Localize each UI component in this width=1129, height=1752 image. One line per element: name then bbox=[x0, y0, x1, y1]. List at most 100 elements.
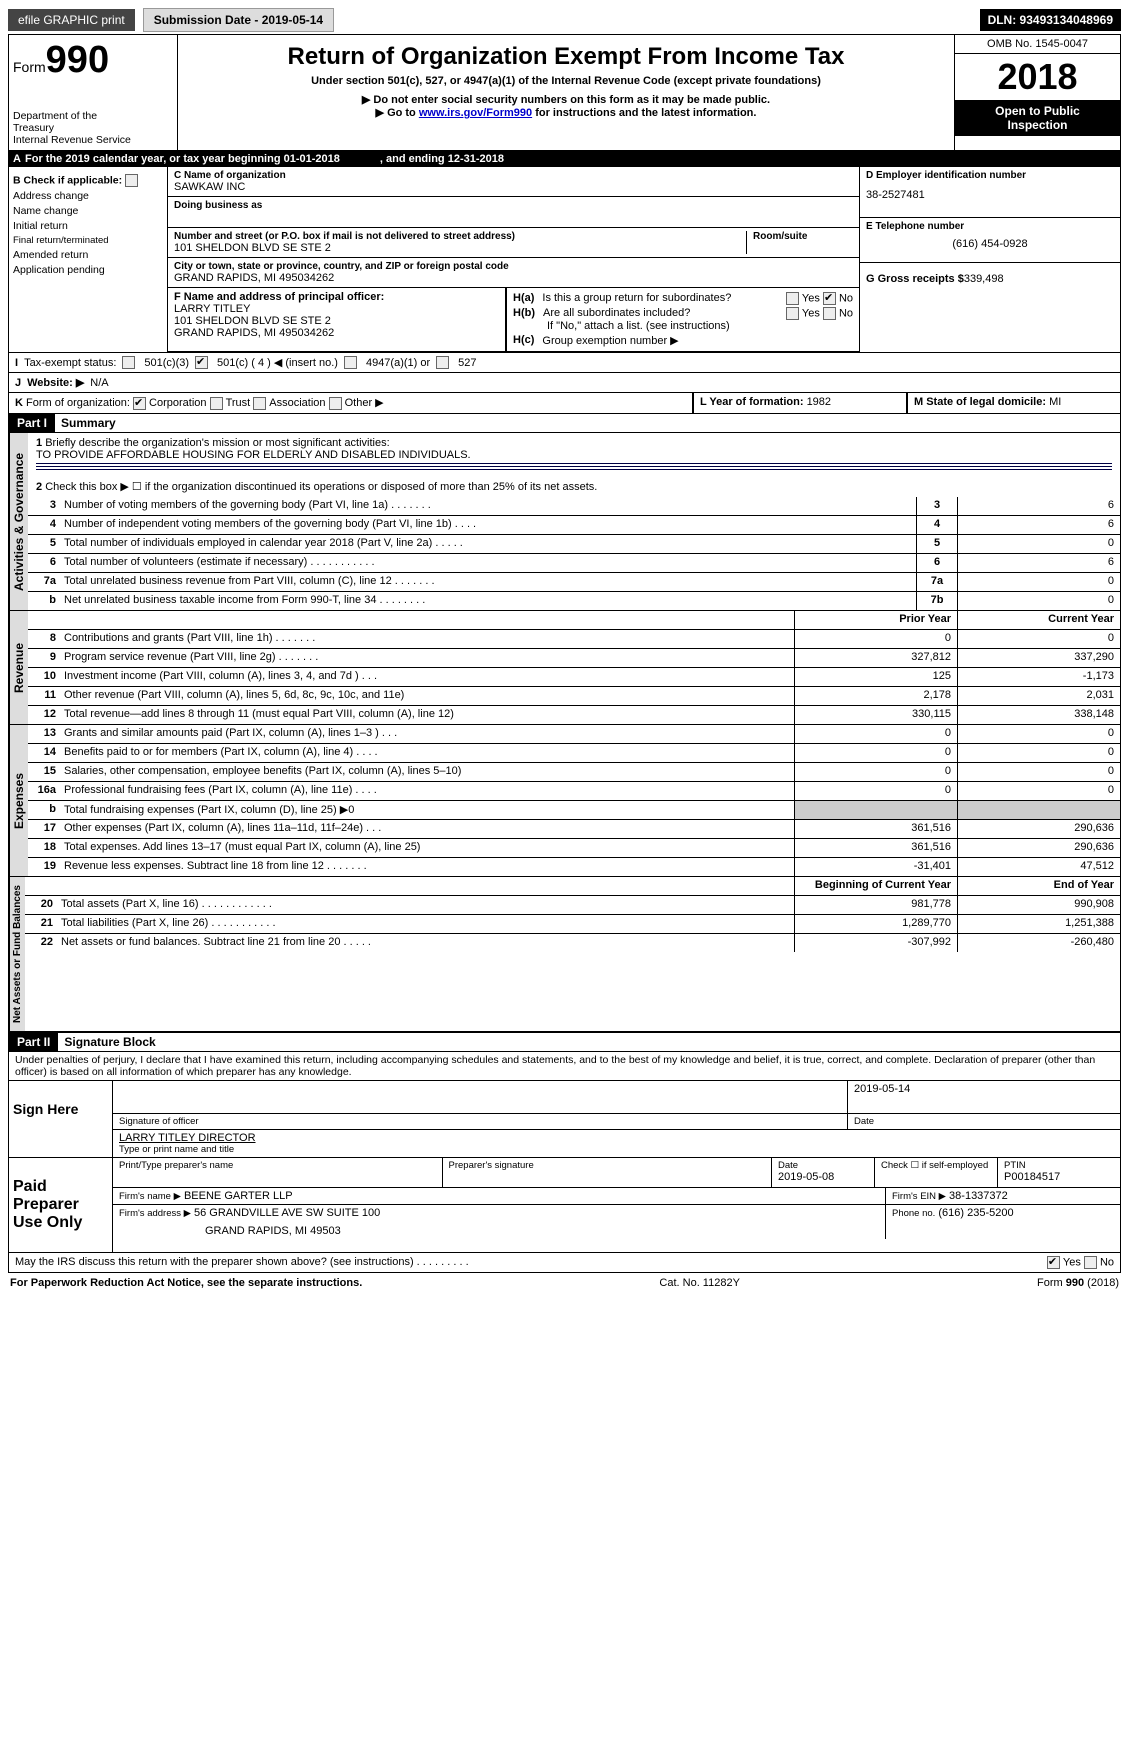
line-num: 5 bbox=[28, 535, 60, 553]
ha-yes-checkbox[interactable] bbox=[786, 292, 799, 305]
line-prior: 361,516 bbox=[794, 820, 957, 838]
column-d: D Employer identification number 38-2527… bbox=[859, 167, 1120, 352]
summary-line: 12 Total revenue—add lines 8 through 11 … bbox=[28, 706, 1120, 724]
officer-name: LARRY TITLEY bbox=[174, 303, 499, 315]
assoc-checkbox[interactable] bbox=[253, 397, 266, 410]
other-checkbox[interactable] bbox=[329, 397, 342, 410]
line-box: 7a bbox=[916, 573, 957, 591]
ptin-value: P00184517 bbox=[1004, 1171, 1114, 1183]
prep-date: 2019-05-08 bbox=[778, 1171, 868, 1183]
hb-yes-checkbox[interactable] bbox=[786, 307, 799, 320]
form-title: Return of Organization Exempt From Incom… bbox=[182, 43, 950, 71]
ha-no: No bbox=[839, 292, 853, 304]
form-990-number: 990 bbox=[46, 39, 109, 81]
line-desc: Contributions and grants (Part VIII, lin… bbox=[60, 630, 794, 648]
line-val: 6 bbox=[957, 516, 1120, 534]
line-num: 14 bbox=[28, 744, 60, 762]
footer-mid: Cat. No. 11282Y bbox=[659, 1277, 740, 1289]
hb-no-checkbox[interactable] bbox=[823, 307, 836, 320]
goto-note: ▶ Go to www.irs.gov/Form990 for instruct… bbox=[182, 106, 950, 119]
line-desc: Salaries, other compensation, employee b… bbox=[60, 763, 794, 781]
governance-tab: Activities & Governance bbox=[9, 433, 28, 610]
officer-street: 101 SHELDON BLVD SE STE 2 bbox=[174, 315, 499, 327]
revenue-section: Revenue Prior Year Current Year 8 Contri… bbox=[9, 611, 1120, 725]
line-prior: 1,289,770 bbox=[794, 915, 957, 933]
website-value: N/A bbox=[90, 377, 108, 389]
line-desc: Net assets or fund balances. Subtract li… bbox=[57, 934, 794, 952]
line-num: 22 bbox=[25, 934, 57, 952]
addr-checkbox[interactable] bbox=[125, 174, 138, 187]
line-desc: Number of voting members of the governin… bbox=[60, 497, 916, 515]
line-val: 6 bbox=[957, 554, 1120, 572]
firm-ein-label: Firm's EIN ▶ bbox=[892, 1191, 946, 1202]
end-year-header: End of Year bbox=[957, 877, 1120, 895]
summary-line: 18 Total expenses. Add lines 13–17 (must… bbox=[28, 839, 1120, 858]
line-num: 20 bbox=[25, 896, 57, 914]
hc-text: Group exemption number ▶ bbox=[542, 334, 678, 347]
goto-pre: ▶ Go to bbox=[376, 107, 419, 119]
trust-checkbox[interactable] bbox=[210, 397, 223, 410]
expenses-tab: Expenses bbox=[9, 725, 28, 876]
row-a-begin: For the 2019 calendar year, or tax year … bbox=[25, 153, 340, 165]
revenue-tab: Revenue bbox=[9, 611, 28, 724]
line-val: 0 bbox=[957, 535, 1120, 553]
line-prior: 0 bbox=[794, 782, 957, 800]
summary-line: 5 Total number of individuals employed i… bbox=[28, 535, 1120, 554]
col-b-header: B Check if applicable: bbox=[13, 174, 122, 186]
hb-no: No bbox=[839, 307, 853, 319]
527-checkbox[interactable] bbox=[436, 356, 449, 369]
corp-label: Corporation bbox=[149, 397, 206, 409]
form-990: Form990 Department of the Treasury Inter… bbox=[8, 34, 1121, 1273]
self-employed-check: Check ☐ if self-employed bbox=[875, 1158, 998, 1187]
firm-name: BEENE GARTER LLP bbox=[184, 1190, 293, 1202]
ha-no-checkbox[interactable] bbox=[823, 292, 836, 305]
row-i: I Tax-exempt status: 501(c)(3) 501(c) ( … bbox=[9, 352, 1120, 372]
part-1-title: Summary bbox=[55, 414, 122, 432]
line-num: b bbox=[28, 592, 60, 610]
dba-label: Doing business as bbox=[174, 200, 853, 211]
summary-line: 16a Professional fundraising fees (Part … bbox=[28, 782, 1120, 801]
final-return-label: Final return/terminated bbox=[13, 235, 163, 246]
net-assets-tab: Net Assets or Fund Balances bbox=[9, 877, 25, 1031]
amended-label: Amended return bbox=[13, 249, 163, 261]
line-num: 21 bbox=[25, 915, 57, 933]
line-current: 290,636 bbox=[957, 839, 1120, 857]
line-current: 0 bbox=[957, 782, 1120, 800]
irs-link[interactable]: www.irs.gov/Form990 bbox=[419, 107, 532, 119]
line-desc: Program service revenue (Part VIII, line… bbox=[60, 649, 794, 667]
year-formation: 1982 bbox=[807, 396, 831, 408]
line-current: 337,290 bbox=[957, 649, 1120, 667]
org-name: SAWKAW INC bbox=[174, 181, 853, 193]
tax-year: 2018 bbox=[955, 54, 1120, 100]
org-name-label: C Name of organization bbox=[174, 170, 853, 181]
dept-line-3: Internal Revenue Service bbox=[13, 134, 173, 146]
gross-label: G Gross receipts $ bbox=[866, 273, 964, 285]
summary-line: 13 Grants and similar amounts paid (Part… bbox=[28, 725, 1120, 744]
line-prior: 0 bbox=[794, 744, 957, 762]
summary-line: b Total fundraising expenses (Part IX, c… bbox=[28, 801, 1120, 820]
501c-checkbox[interactable] bbox=[195, 356, 208, 369]
submission-date-button[interactable]: Submission Date - 2019-05-14 bbox=[143, 8, 334, 32]
efile-button[interactable]: efile GRAPHIC print bbox=[8, 9, 135, 31]
line-num: 16a bbox=[28, 782, 60, 800]
line-prior: -31,401 bbox=[794, 858, 957, 876]
corp-checkbox[interactable] bbox=[133, 397, 146, 410]
line-current: 338,148 bbox=[957, 706, 1120, 724]
line-prior: 0 bbox=[794, 725, 957, 743]
row-i-label: I bbox=[15, 357, 18, 369]
discuss-row: May the IRS discuss this return with the… bbox=[9, 1252, 1120, 1272]
line-2-text: Check this box ▶ ☐ if the organization d… bbox=[45, 481, 597, 493]
line-box: 4 bbox=[916, 516, 957, 534]
line-box: 5 bbox=[916, 535, 957, 553]
501c3-checkbox[interactable] bbox=[122, 356, 135, 369]
pending-label: Application pending bbox=[13, 264, 163, 276]
line-num: 10 bbox=[28, 668, 60, 686]
discuss-no-checkbox[interactable] bbox=[1084, 1256, 1097, 1269]
line-current: 1,251,388 bbox=[957, 915, 1120, 933]
row-k-label: K bbox=[15, 397, 23, 409]
line-prior: -307,992 bbox=[794, 934, 957, 952]
line-prior: 0 bbox=[794, 630, 957, 648]
discuss-yes-checkbox[interactable] bbox=[1047, 1256, 1060, 1269]
4947-checkbox[interactable] bbox=[344, 356, 357, 369]
column-c: C Name of organization SAWKAW INC Doing … bbox=[168, 167, 859, 352]
